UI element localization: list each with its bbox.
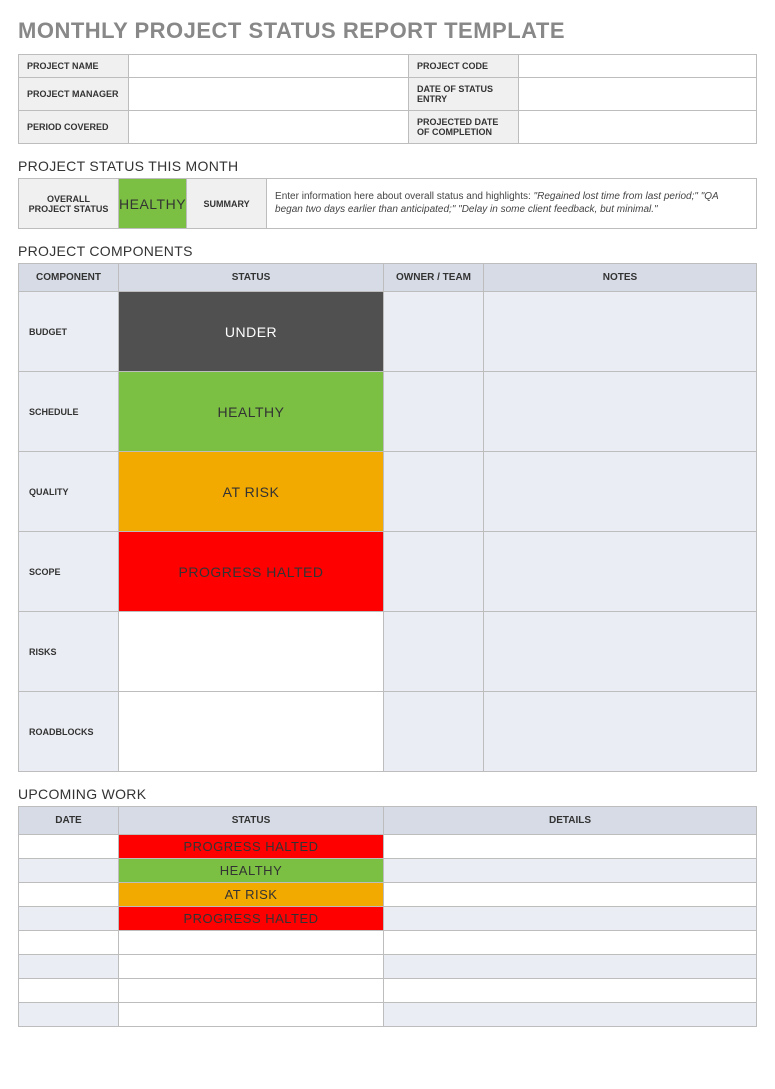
status-this-month-table: OVERALL PROJECT STATUS HEALTHY SUMMARY E… xyxy=(18,178,757,229)
col-component: COMPONENT xyxy=(19,264,119,292)
component-label: SCOPE xyxy=(19,532,119,612)
value-project-code[interactable] xyxy=(519,55,757,78)
label-period-covered: PERIOD COVERED xyxy=(19,111,129,144)
component-label: BUDGET xyxy=(19,292,119,372)
component-row: ROADBLOCKS xyxy=(19,692,757,772)
component-notes[interactable] xyxy=(484,692,757,772)
component-status: UNDER xyxy=(119,292,384,372)
upcoming-row xyxy=(19,1003,757,1027)
component-status: AT RISK xyxy=(119,452,384,532)
upcoming-status: PROGRESS HALTED xyxy=(119,907,384,931)
component-row: SCHEDULEHEALTHY xyxy=(19,372,757,452)
component-owner[interactable] xyxy=(384,452,484,532)
upcoming-date[interactable] xyxy=(19,979,119,1003)
upcoming-row: HEALTHY xyxy=(19,859,757,883)
component-label: SCHEDULE xyxy=(19,372,119,452)
component-notes[interactable] xyxy=(484,612,757,692)
label-date-entry: DATE OF STATUS ENTRY xyxy=(409,78,519,111)
col-status: STATUS xyxy=(119,264,384,292)
upcoming-status: AT RISK xyxy=(119,883,384,907)
upcoming-details[interactable] xyxy=(384,859,757,883)
component-status: HEALTHY xyxy=(119,372,384,452)
component-notes[interactable] xyxy=(484,292,757,372)
col-date: DATE xyxy=(19,807,119,835)
upcoming-row xyxy=(19,955,757,979)
upcoming-table: DATE STATUS DETAILS PROGRESS HALTEDHEALT… xyxy=(18,806,757,1027)
component-row: SCOPEPROGRESS HALTED xyxy=(19,532,757,612)
value-period-covered[interactable] xyxy=(129,111,409,144)
col-owner: OWNER / TEAM xyxy=(384,264,484,292)
upcoming-details[interactable] xyxy=(384,883,757,907)
component-row: RISKS xyxy=(19,612,757,692)
upcoming-status xyxy=(119,955,384,979)
upcoming-details[interactable] xyxy=(384,955,757,979)
upcoming-row: PROGRESS HALTED xyxy=(19,835,757,859)
component-status: PROGRESS HALTED xyxy=(119,532,384,612)
upcoming-details[interactable] xyxy=(384,835,757,859)
col-details: DETAILS xyxy=(384,807,757,835)
component-owner[interactable] xyxy=(384,692,484,772)
component-row: QUALITYAT RISK xyxy=(19,452,757,532)
label-summary: SUMMARY xyxy=(187,179,267,229)
upcoming-date[interactable] xyxy=(19,907,119,931)
col-notes: NOTES xyxy=(484,264,757,292)
value-project-manager[interactable] xyxy=(129,78,409,111)
label-overall-status: OVERALL PROJECT STATUS xyxy=(19,179,119,229)
upcoming-date[interactable] xyxy=(19,883,119,907)
label-projected-completion: PROJECTED DATE OF COMPLETION xyxy=(409,111,519,144)
project-info-table: PROJECT NAME PROJECT CODE PROJECT MANAGE… xyxy=(18,54,757,144)
upcoming-details[interactable] xyxy=(384,931,757,955)
upcoming-date[interactable] xyxy=(19,955,119,979)
value-project-name[interactable] xyxy=(129,55,409,78)
component-owner[interactable] xyxy=(384,292,484,372)
label-project-code: PROJECT CODE xyxy=(409,55,519,78)
value-date-entry[interactable] xyxy=(519,78,757,111)
upcoming-status xyxy=(119,931,384,955)
overall-status-cell: HEALTHY xyxy=(119,179,187,229)
summary-lead: Enter information here about overall sta… xyxy=(275,191,534,202)
component-status xyxy=(119,692,384,772)
upcoming-details[interactable] xyxy=(384,979,757,1003)
upcoming-status: PROGRESS HALTED xyxy=(119,835,384,859)
upcoming-row xyxy=(19,931,757,955)
label-project-manager: PROJECT MANAGER xyxy=(19,78,129,111)
upcoming-details[interactable] xyxy=(384,1003,757,1027)
component-notes[interactable] xyxy=(484,532,757,612)
summary-cell[interactable]: Enter information here about overall sta… xyxy=(267,179,757,229)
upcoming-row: PROGRESS HALTED xyxy=(19,907,757,931)
upcoming-status xyxy=(119,1003,384,1027)
component-owner[interactable] xyxy=(384,612,484,692)
section-title-status: PROJECT STATUS THIS MONTH xyxy=(18,158,757,174)
component-notes[interactable] xyxy=(484,372,757,452)
component-owner[interactable] xyxy=(384,372,484,452)
component-owner[interactable] xyxy=(384,532,484,612)
component-row: BUDGETUNDER xyxy=(19,292,757,372)
label-project-name: PROJECT NAME xyxy=(19,55,129,78)
component-label: QUALITY xyxy=(19,452,119,532)
upcoming-status: HEALTHY xyxy=(119,859,384,883)
component-label: RISKS xyxy=(19,612,119,692)
section-title-upcoming: UPCOMING WORK xyxy=(18,786,757,802)
section-title-components: PROJECT COMPONENTS xyxy=(18,243,757,259)
col-status: STATUS xyxy=(119,807,384,835)
upcoming-row: AT RISK xyxy=(19,883,757,907)
upcoming-date[interactable] xyxy=(19,835,119,859)
component-status xyxy=(119,612,384,692)
upcoming-date[interactable] xyxy=(19,859,119,883)
upcoming-date[interactable] xyxy=(19,1003,119,1027)
component-notes[interactable] xyxy=(484,452,757,532)
component-label: ROADBLOCKS xyxy=(19,692,119,772)
value-projected-completion[interactable] xyxy=(519,111,757,144)
upcoming-date[interactable] xyxy=(19,931,119,955)
components-table: COMPONENT STATUS OWNER / TEAM NOTES BUDG… xyxy=(18,263,757,772)
page-title: MONTHLY PROJECT STATUS REPORT TEMPLATE xyxy=(18,18,757,44)
upcoming-status xyxy=(119,979,384,1003)
upcoming-details[interactable] xyxy=(384,907,757,931)
upcoming-row xyxy=(19,979,757,1003)
